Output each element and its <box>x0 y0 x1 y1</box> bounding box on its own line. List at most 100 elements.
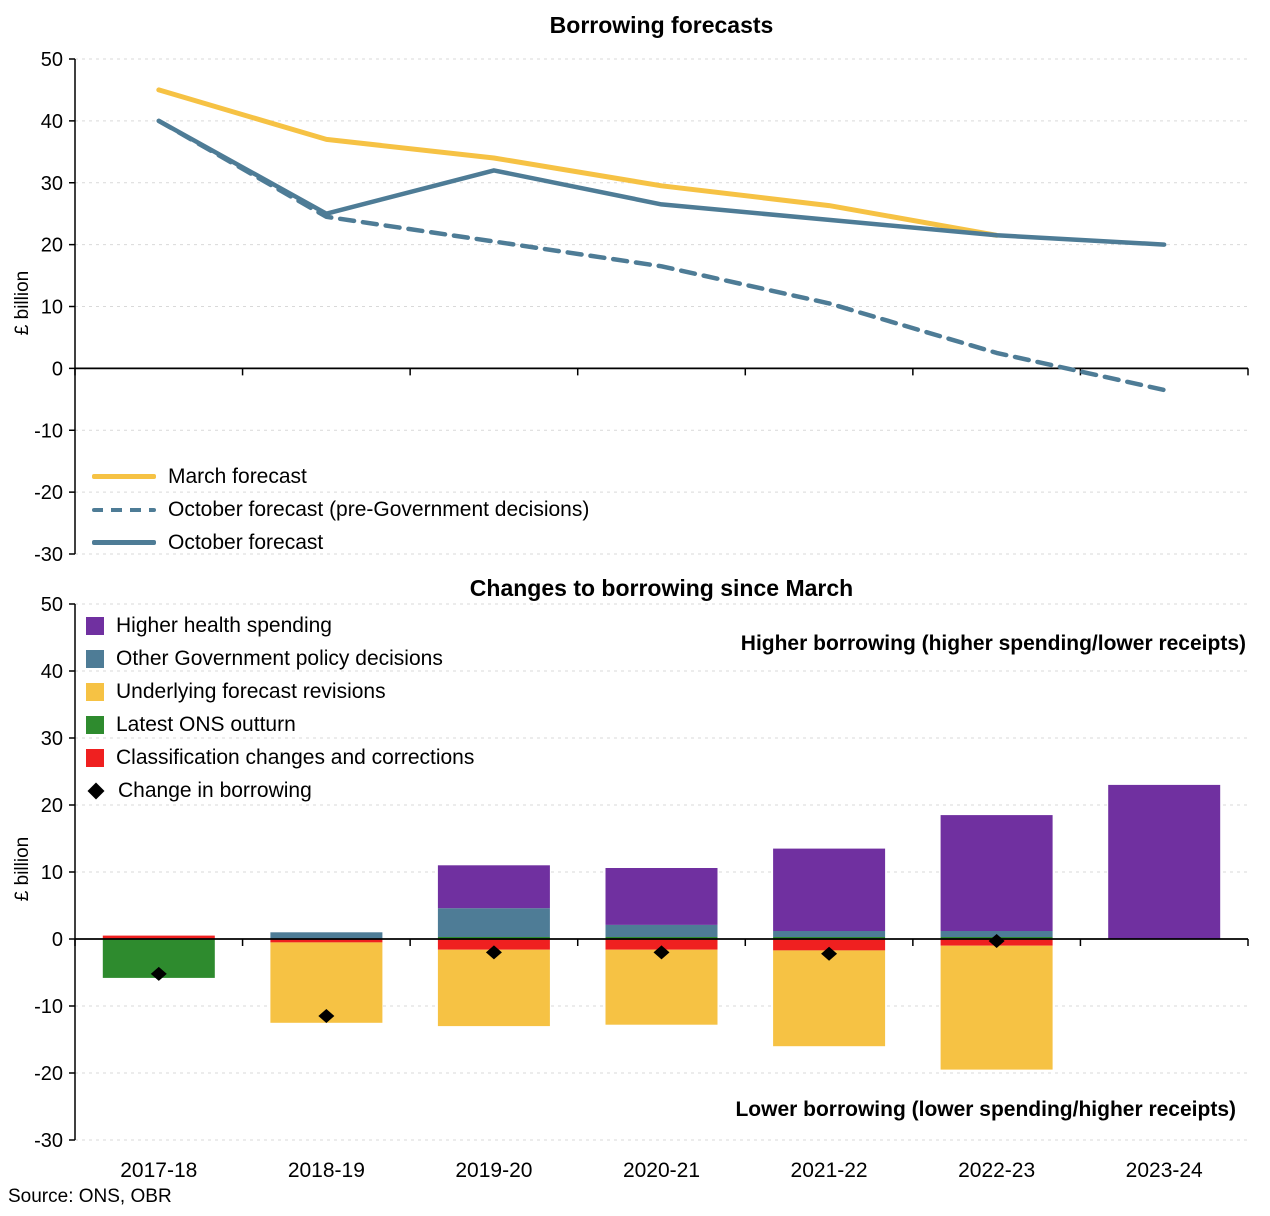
bottom-chart-legend: Higher health spending Other Government … <box>86 613 474 803</box>
bar-segment <box>1108 784 1221 939</box>
legend-item-march-forecast: March forecast <box>92 464 589 489</box>
bar-segment <box>437 908 550 937</box>
changes-to-borrowing-bar-chart: 50 40 30 20 10 0 -10 -20 -30 2017-18 2018-19 2019-2… <box>34 594 1249 1182</box>
legend-item-higher-health-spending: Higher health spending <box>86 613 474 638</box>
latest-ons-outturn-swatch <box>86 715 104 734</box>
other-policy-decisions-label: Other Government policy decisions <box>116 646 443 670</box>
x-axis <box>74 367 1249 376</box>
higher-health-spending-swatch <box>86 616 104 635</box>
diamond-marker <box>318 1009 335 1024</box>
bar-segment <box>605 939 718 950</box>
legend-item-other-policy-decisions: Other Government policy decisions <box>86 646 474 671</box>
svg-text:20: 20 <box>41 795 63 817</box>
underlying-forecast-revisions-swatch <box>86 682 104 701</box>
bar-segment <box>773 950 886 1047</box>
borrowing-forecasts-line-chart: 50 40 30 20 10 0 -10 -20 -30 <box>34 49 1249 566</box>
legend-item-change-in-borrowing: Change in borrowing <box>86 778 474 803</box>
bar-segment <box>437 865 550 909</box>
other-policy-decisions-swatch <box>86 649 104 668</box>
underlying-forecast-revisions-label: Underlying forecast revisions <box>116 679 386 703</box>
change-in-borrowing-diamond-icon <box>87 782 105 799</box>
october-pre-forecast-label: October forecast (pre-Government decisio… <box>168 497 590 521</box>
october-forecast-label: October forecast <box>168 530 324 554</box>
higher-health-spending-label: Higher health spending <box>116 613 332 637</box>
latest-ons-outturn-label: Latest ONS outturn <box>116 712 296 736</box>
series-1 <box>156 118 1167 393</box>
series-2 <box>156 118 1167 247</box>
october-forecast-line-swatch <box>92 540 156 545</box>
bar-segment <box>773 937 886 939</box>
diamond-marker <box>150 966 167 981</box>
svg-text:2021-22: 2021-22 <box>791 1159 868 1182</box>
bar-segment <box>437 939 550 950</box>
bar-segment <box>270 939 383 943</box>
svg-text:10: 10 <box>41 862 63 884</box>
bar-segment <box>773 931 886 937</box>
svg-text:50: 50 <box>41 594 63 616</box>
x-axis-labels: 2017-18 2018-19 2019-20 2020-21 2021-22 2022-… <box>120 1159 1203 1182</box>
bar-segment <box>270 932 383 939</box>
svg-text:2022-23: 2022-23 <box>958 1159 1035 1182</box>
legend-item-classification-changes: Classification changes and corrections <box>86 745 474 770</box>
svg-text:2020-21: 2020-21 <box>623 1159 700 1182</box>
svg-text:-10: -10 <box>34 420 63 442</box>
x-axis <box>74 938 1249 946</box>
svg-text:2018-19: 2018-19 <box>288 1159 365 1182</box>
bar-segment <box>940 815 1053 931</box>
change-in-borrowing-label: Change in borrowing <box>118 778 312 802</box>
legend-item-underlying-forecast-revisions: Underlying forecast revisions <box>86 679 474 704</box>
bar-segment <box>605 924 718 937</box>
top-chart-title: Borrowing forecasts <box>549 12 774 38</box>
svg-text:0: 0 <box>52 929 63 951</box>
bar-segment <box>773 939 886 951</box>
svg-text:-20: -20 <box>34 482 63 504</box>
bar-segment <box>437 949 550 1027</box>
y-axis: 50 40 30 20 10 0 -10 -20 -30 <box>34 594 76 1152</box>
bar-segment <box>940 945 1053 1070</box>
svg-text:40: 40 <box>41 111 63 133</box>
series-0 <box>156 87 1000 238</box>
march-forecast-label: March forecast <box>168 464 307 488</box>
svg-text:-30: -30 <box>34 544 63 566</box>
legend-item-october-pre-forecast: October forecast (pre-Government decisio… <box>92 497 589 522</box>
svg-text:50: 50 <box>41 49 63 71</box>
svg-text:-30: -30 <box>34 1130 63 1152</box>
legend-item-october-forecast: October forecast <box>92 530 589 555</box>
bars <box>102 784 1221 1070</box>
diamond-marker <box>821 946 838 961</box>
bar-segment <box>940 931 1053 937</box>
bar-segment <box>437 937 550 939</box>
svg-text:20: 20 <box>41 235 63 257</box>
bottom-chart-title: Changes to borrowing since March <box>469 575 854 601</box>
diamond-marker <box>653 945 670 960</box>
bar-segment <box>102 935 215 939</box>
bar-segment <box>605 937 718 939</box>
higher-borrowing-annotation: Higher borrowing (higher spending/lower … <box>740 632 1246 655</box>
svg-text:-20: -20 <box>34 1063 63 1085</box>
svg-text:0: 0 <box>52 358 63 380</box>
svg-text:10: 10 <box>41 297 63 319</box>
march-forecast-line-swatch <box>92 474 156 479</box>
bar-segment <box>773 848 886 931</box>
svg-text:30: 30 <box>41 728 63 750</box>
classification-changes-swatch <box>86 748 104 767</box>
svg-text:40: 40 <box>41 661 63 683</box>
diamond-marker <box>485 945 502 960</box>
svg-text:2023-24: 2023-24 <box>1126 1159 1203 1182</box>
change-in-borrowing-markers <box>150 934 1005 1024</box>
svg-text:2019-20: 2019-20 <box>455 1159 532 1182</box>
svg-text:-10: -10 <box>34 996 63 1018</box>
y-axis: 50 40 30 20 10 0 -10 -20 -30 <box>34 49 76 566</box>
bar-segment <box>605 868 718 925</box>
top-chart-legend: March forecast October forecast (pre-Gov… <box>92 464 589 555</box>
svg-text:2017-18: 2017-18 <box>120 1159 197 1182</box>
legend-item-latest-ons-outturn: Latest ONS outturn <box>86 712 474 737</box>
source-note: Source: ONS, OBR <box>8 1186 172 1207</box>
classification-changes-label: Classification changes and corrections <box>116 745 475 769</box>
lower-borrowing-annotation: Lower borrowing (lower spending/higher r… <box>735 1098 1236 1121</box>
diamond-marker <box>988 934 1005 949</box>
bar-segment <box>605 949 718 1025</box>
svg-text:30: 30 <box>41 173 63 195</box>
october-pre-forecast-line-swatch <box>92 507 156 512</box>
